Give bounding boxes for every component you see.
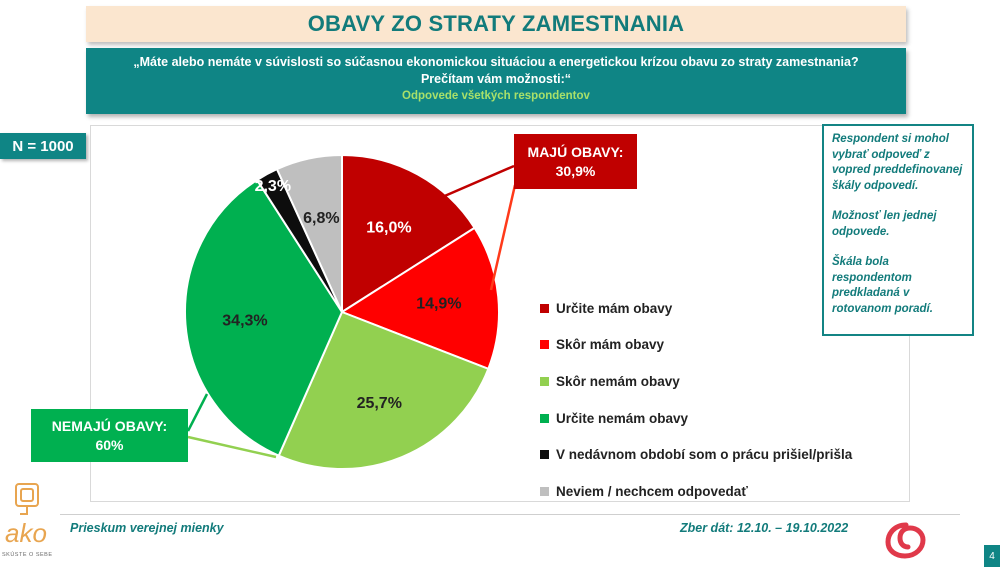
slice-data-label: 34,3%	[222, 313, 267, 330]
ako-logo: ako	[5, 483, 47, 548]
legend-label: Skôr mám obavy	[556, 337, 665, 353]
legend-label: Skôr nemám obavy	[556, 373, 680, 389]
chart-legend: Určite mám obavy Skôr mám obavy Skôr nem…	[540, 290, 852, 510]
legend-item: Skôr mám obavy	[540, 327, 852, 364]
methodology-note: Respondent si mohol vybrať odpoveď z vop…	[822, 124, 974, 336]
no-fears-title: NEMAJÚ OBAVY:	[51, 417, 168, 434]
legend-swatch	[540, 413, 549, 423]
title-banner: OBAVY ZO STRATY ZAMESTNANIA	[86, 6, 906, 42]
legend-label: V nedávnom období som o prácu prišiel/pr…	[556, 447, 853, 463]
pie-slice	[277, 310, 490, 470]
page-number: 4	[984, 545, 1000, 567]
legend-label: Určite mám obavy	[556, 300, 673, 316]
slice-data-label: 25,7%	[357, 395, 402, 412]
question-text: „Máte alebo nemáte v súvislosti so súčas…	[133, 55, 859, 86]
legend-item: V nedávnom období som o prácu prišiel/pr…	[540, 436, 852, 473]
have-fears-title: MAJÚ OBAVY:	[527, 143, 624, 160]
footer-date-label: Zber dát: 12.10. – 19.10.2022	[680, 521, 849, 535]
legend-swatch	[540, 486, 549, 496]
respondents-subtitle: Odpovede všetkých respondentov	[402, 90, 590, 102]
legend-swatch	[540, 450, 549, 460]
slice-data-label: 6,8%	[303, 210, 339, 227]
logo-text: ako	[5, 518, 47, 548]
have-fears-value: 30,9%	[555, 162, 596, 179]
note-paragraph: Možnosť len jednej odpovede.	[832, 210, 937, 238]
note-paragraph: Respondent si mohol vybrať odpoveď z vop…	[832, 133, 963, 192]
page-title: OBAVY ZO STRATY ZAMESTNANIA	[307, 11, 685, 36]
o-brand-icon	[885, 522, 926, 559]
legend-item: Určite nemám obavy	[540, 400, 852, 437]
legend-item: Neviem / nechcem odpovedať	[540, 473, 852, 510]
have-fears-connector	[439, 164, 515, 200]
legend-swatch	[540, 303, 549, 313]
legend-item: Určite mám obavy	[540, 290, 852, 327]
legend-label: Neviem / nechcem odpovedať	[556, 483, 748, 499]
logo-caption: SKÚSTE O SEBE	[2, 552, 53, 558]
legend-label: Určite nemám obavy	[556, 410, 689, 426]
pie-slice	[275, 153, 343, 313]
no-fears-connector-2	[186, 393, 209, 432]
logo-head-icon	[15, 483, 39, 507]
have-fears-callout: MAJÚ OBAVY: 30,9%	[514, 134, 637, 189]
slice-data-label: 16,0%	[366, 220, 411, 237]
no-fears-callout: NEMAJÚ OBAVY: 60%	[31, 409, 188, 462]
pie-slice	[339, 226, 500, 371]
slice-data-label: 2,3%	[255, 178, 291, 195]
pie-slice	[341, 153, 476, 314]
no-fears-connector	[187, 435, 277, 459]
footer-survey-label: Prieskum verejnej mienky	[70, 521, 224, 535]
have-fears-connector-2	[489, 184, 517, 291]
legend-item: Skôr nemám obavy	[540, 363, 852, 400]
slice-data-label: 14,9%	[416, 296, 461, 313]
sample-size-badge: N = 1000	[0, 133, 86, 159]
note-paragraph: Škála bola respondentom predkladaná v ro…	[832, 256, 933, 315]
footer-divider	[60, 514, 960, 515]
legend-swatch	[540, 340, 549, 350]
no-fears-value: 60%	[95, 436, 124, 453]
question-banner: „Máte alebo nemáte v súvislosti so súčas…	[86, 48, 906, 114]
pie-slice	[184, 178, 344, 458]
legend-swatch	[540, 376, 549, 386]
